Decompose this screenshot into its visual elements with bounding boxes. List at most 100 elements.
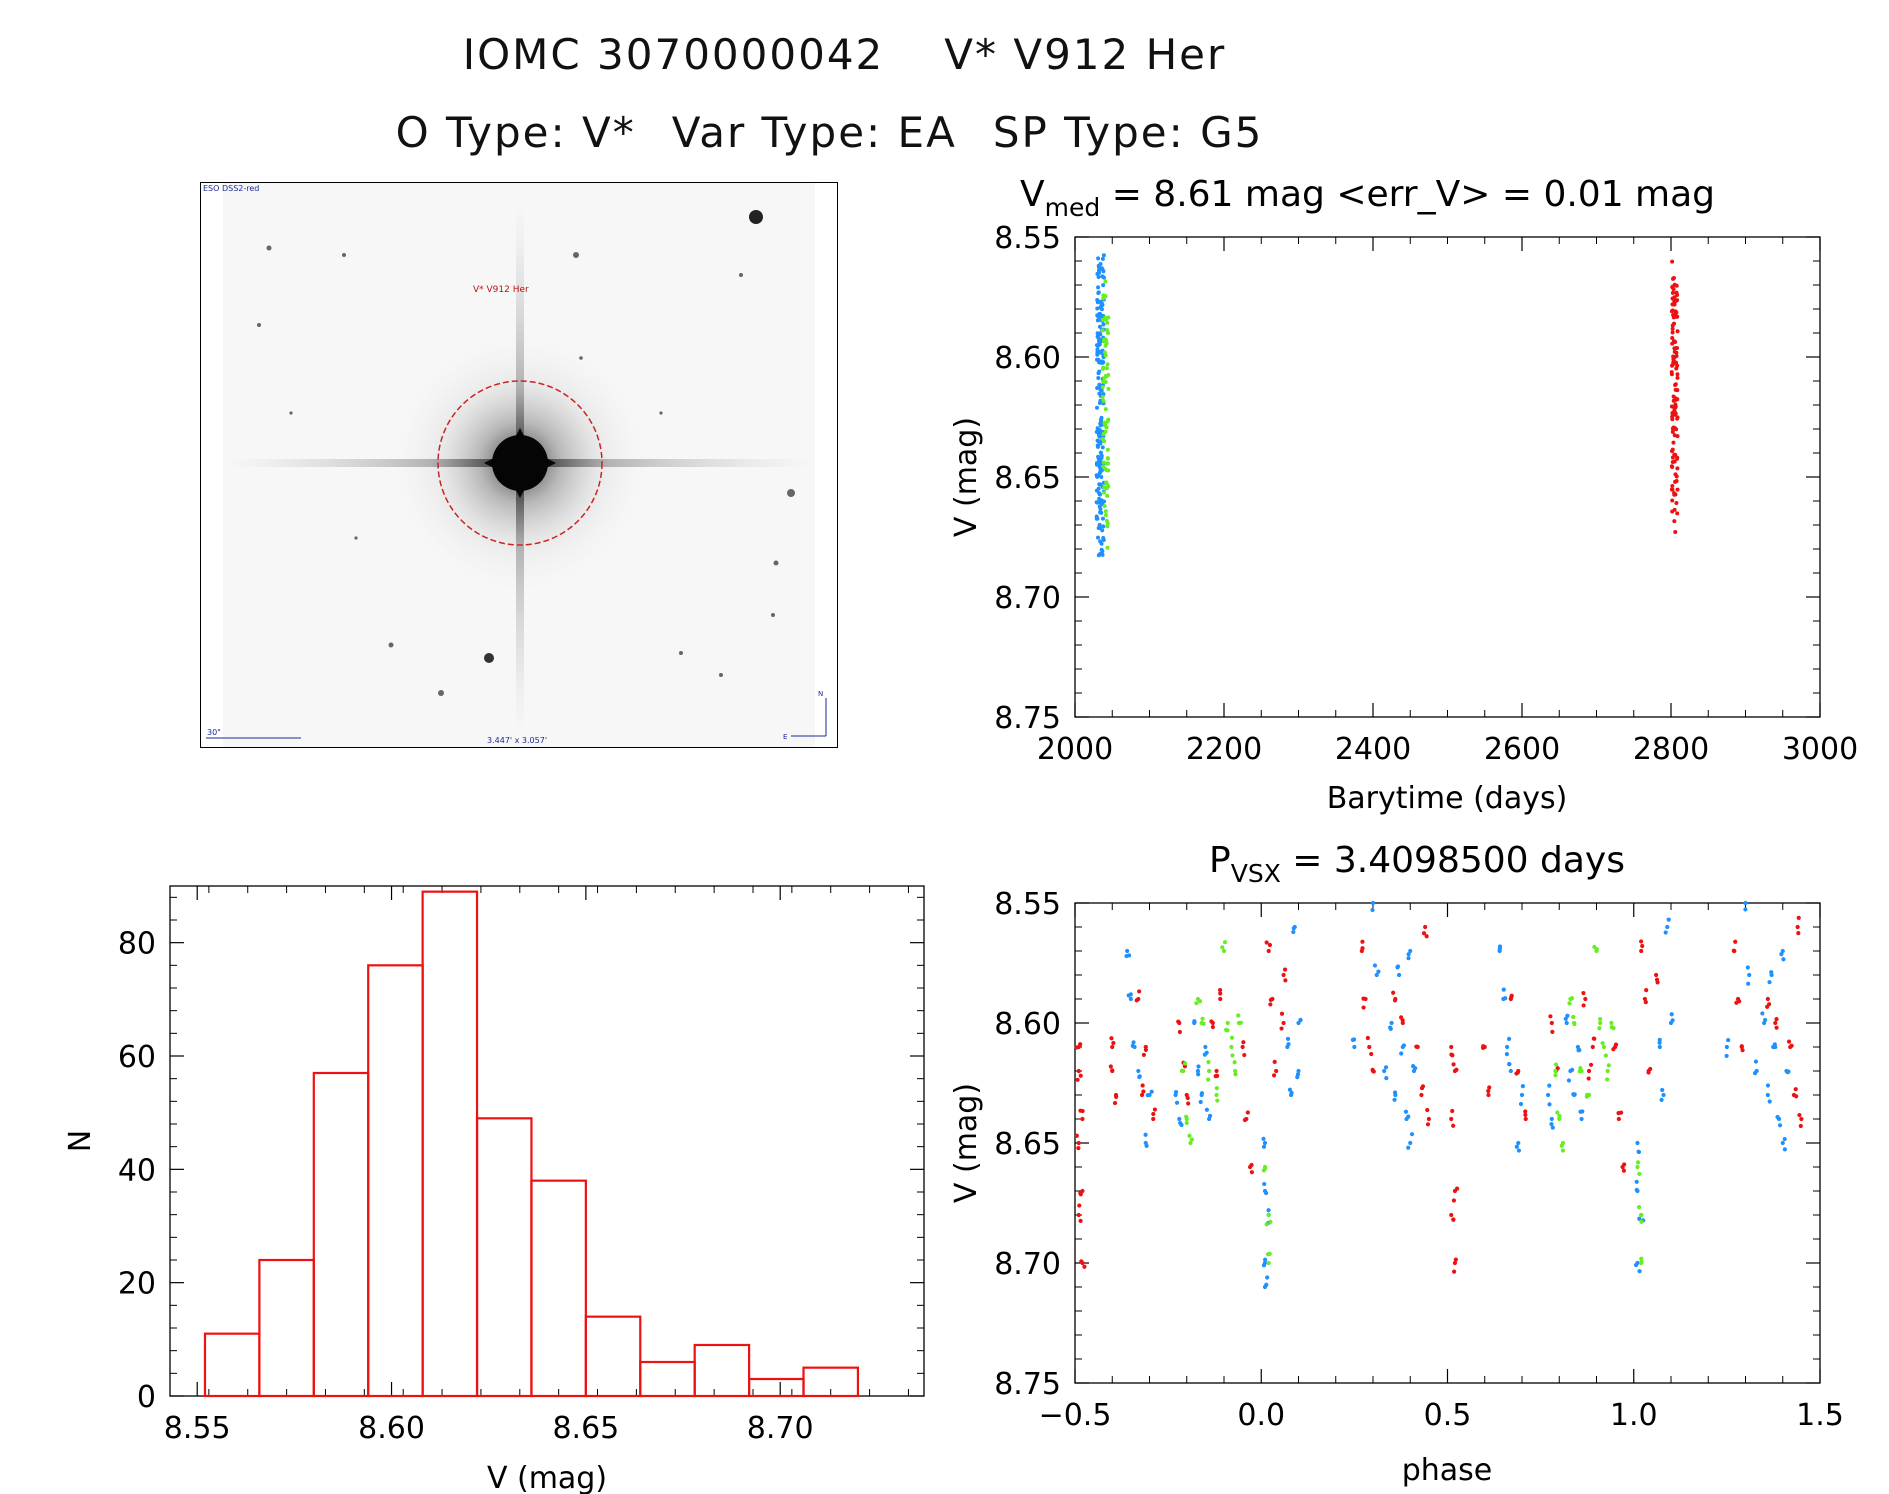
phased-point xyxy=(1399,1015,1404,1020)
phased-point xyxy=(1261,1144,1267,1149)
lightcurve-point xyxy=(1098,360,1103,365)
lightcurve-point xyxy=(1672,409,1677,414)
phased-point xyxy=(1215,1098,1220,1103)
phased-point xyxy=(1497,946,1502,951)
phased-point xyxy=(1634,1179,1639,1184)
histogram-ytick-label: 80 xyxy=(118,927,156,962)
fov-label: 3.447' x 3.057' xyxy=(487,736,547,745)
phased-point xyxy=(1361,996,1366,1001)
phased-point xyxy=(1504,1052,1510,1057)
lightcurve-xtick-label: 2200 xyxy=(1186,732,1262,767)
lightcurve-point xyxy=(1672,349,1677,354)
phased-point xyxy=(1409,1132,1415,1137)
phased-point xyxy=(1637,1216,1642,1221)
phased-point xyxy=(1177,1116,1182,1122)
phased-point xyxy=(1739,1044,1744,1049)
phased-point xyxy=(1370,900,1376,906)
lightcurve-point xyxy=(1096,268,1101,273)
phased-point xyxy=(1584,1094,1589,1099)
phased-point xyxy=(1424,934,1429,939)
phased-point xyxy=(1074,1045,1079,1050)
phased-point xyxy=(1136,1068,1141,1074)
phased-point xyxy=(1218,996,1223,1002)
phased-ytick-label: 8.75 xyxy=(994,1367,1061,1402)
lightcurve-point xyxy=(1097,465,1102,470)
phased-point xyxy=(1079,1259,1084,1264)
lightcurve-point xyxy=(1670,417,1675,422)
lightcurve-point xyxy=(1099,415,1104,420)
lightcurve-point xyxy=(1097,526,1102,531)
lightcurve-point xyxy=(1671,275,1676,280)
lightcurve-point xyxy=(1105,447,1110,452)
phased-point xyxy=(1765,1083,1771,1088)
histogram-xtick-label: 8.65 xyxy=(552,1411,619,1446)
phased-point xyxy=(1622,1162,1627,1167)
lightcurve-point xyxy=(1100,528,1105,533)
phased-point xyxy=(1220,945,1225,950)
phased-point xyxy=(1509,995,1514,1000)
phased-point xyxy=(1782,1136,1787,1142)
phased-point xyxy=(1654,977,1660,982)
phased-point xyxy=(1774,1025,1779,1030)
phased-point xyxy=(1110,1044,1115,1050)
phased-point xyxy=(1578,1109,1583,1114)
phased-point xyxy=(1506,1036,1512,1041)
phased-point xyxy=(1598,1020,1603,1026)
phased-point xyxy=(1646,1070,1651,1075)
lightcurve-point xyxy=(1106,461,1111,466)
phased-point xyxy=(1406,956,1411,961)
phased-point xyxy=(1613,1042,1619,1047)
aperture-circle xyxy=(437,380,603,546)
phased-point xyxy=(1669,1012,1674,1017)
lightcurve-point xyxy=(1101,322,1106,327)
phased-point xyxy=(1194,1001,1199,1006)
phased-point xyxy=(1648,1066,1653,1072)
phased-point xyxy=(1753,1059,1759,1064)
lightcurve-point xyxy=(1101,464,1106,469)
phased-point xyxy=(1508,1068,1513,1074)
phased-point xyxy=(1076,1140,1081,1146)
phased-point xyxy=(1184,1114,1189,1119)
phased-point xyxy=(1271,1073,1277,1078)
phased-point xyxy=(1134,998,1139,1003)
phased-point xyxy=(1189,1137,1194,1142)
phased-point xyxy=(1581,990,1586,996)
phased-point xyxy=(1214,1073,1220,1078)
phased-point xyxy=(1291,926,1296,931)
phased-point xyxy=(1245,1110,1250,1115)
phased-frame xyxy=(1074,902,1821,1384)
lightcurve-point xyxy=(1105,456,1110,461)
lightcurve-point xyxy=(1101,283,1106,288)
phased-point xyxy=(1420,1084,1426,1089)
lightcurve-point xyxy=(1670,336,1675,341)
phased-point xyxy=(1406,1114,1411,1119)
lightcurve-point xyxy=(1095,306,1100,311)
lightcurve-point xyxy=(1675,511,1680,516)
phased-point xyxy=(1261,1136,1266,1141)
lightcurve-point xyxy=(1669,404,1674,409)
phased-point xyxy=(1797,1112,1802,1118)
lightcurve-point xyxy=(1670,465,1675,470)
phased-point xyxy=(1207,1113,1213,1119)
lightcurve-point xyxy=(1670,484,1675,489)
phased-point xyxy=(1223,1027,1229,1032)
phased-point xyxy=(1145,1093,1150,1098)
phased-point xyxy=(1654,972,1659,978)
phased-point xyxy=(1391,990,1396,995)
phased-point xyxy=(1550,1029,1555,1034)
target-star-core xyxy=(492,435,548,491)
lightcurve-point xyxy=(1675,372,1680,377)
phased-point xyxy=(1767,980,1772,985)
phased-point xyxy=(1204,1107,1209,1112)
phased-point xyxy=(1503,996,1508,1001)
lightcurve-point xyxy=(1670,259,1675,264)
phased-point xyxy=(1794,1094,1799,1099)
histogram-bar xyxy=(639,1360,696,1398)
phased-point xyxy=(1635,1164,1640,1170)
lightcurve-point xyxy=(1097,522,1102,527)
lightcurve-point xyxy=(1096,439,1101,444)
phased-point xyxy=(1765,1092,1770,1098)
phased-ylabel: V (mag) xyxy=(949,1083,984,1203)
star-name: V* V912 Her xyxy=(944,30,1227,79)
phased-point xyxy=(1419,1092,1424,1098)
